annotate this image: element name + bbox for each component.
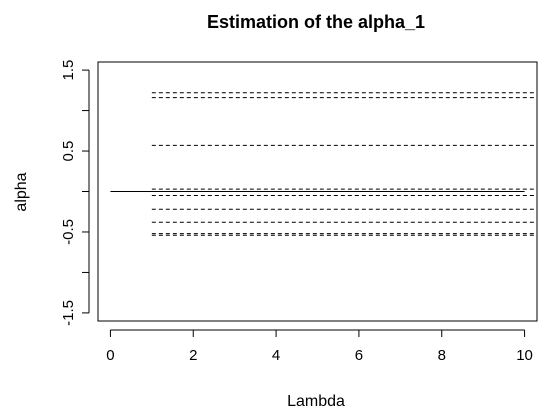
y-tick-label: 1.5 [60, 60, 77, 81]
x-tick-label: 10 [516, 347, 533, 364]
y-axis: -1.5 -0.5 0.5 1.5 [60, 60, 90, 326]
x-axis: 0 2 4 6 8 10 [106, 329, 533, 364]
y-tick-label: -0.5 [60, 219, 77, 245]
plot-frame [97, 61, 538, 322]
x-tick-label: 6 [355, 347, 363, 364]
x-tick-label: 0 [106, 347, 114, 364]
y-axis-label: alpha [13, 172, 30, 211]
x-tick-label: 2 [189, 347, 197, 364]
series-group [110, 92, 537, 236]
x-tick-label: 4 [272, 347, 280, 364]
y-tick-label: 0.5 [60, 141, 77, 162]
x-axis-label: Lambda [287, 393, 345, 410]
chart-title: Estimation of the alpha_1 [207, 12, 425, 32]
y-tick-label: -1.5 [60, 300, 77, 326]
x-tick-label: 8 [438, 347, 446, 364]
